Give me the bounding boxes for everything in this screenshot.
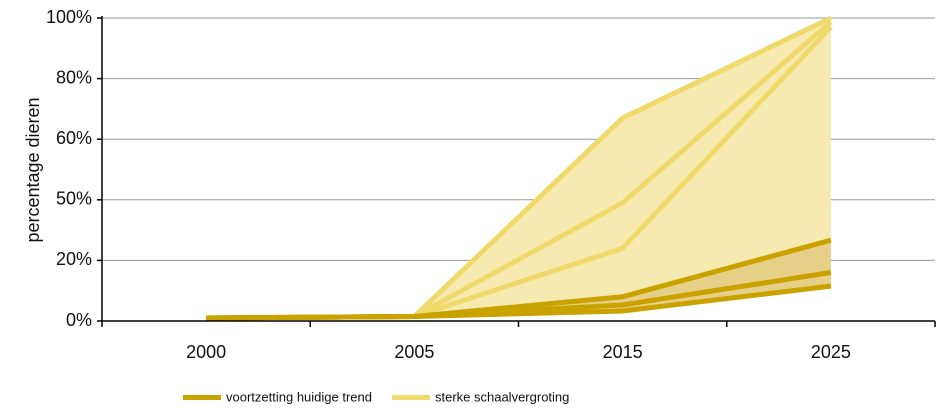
- legend-swatch: [391, 395, 430, 400]
- y-tick-label: 50%: [56, 189, 92, 209]
- series-line: [206, 283, 832, 321]
- y-tick-label: 20%: [56, 249, 92, 269]
- y-tick-label: 100%: [46, 7, 92, 27]
- legend-label: sterke schaalvergroting: [435, 389, 569, 404]
- legend-swatch: [183, 395, 221, 400]
- y-tick-label: 60%: [56, 128, 92, 148]
- legend: voortzetting huidige trend sterke schaalv…: [183, 389, 569, 404]
- y-tick-label: 80%: [56, 67, 92, 87]
- y-tick-label: 0%: [66, 310, 92, 330]
- x-tick-label: 2025: [811, 342, 851, 362]
- x-tick-label: 2015: [603, 342, 643, 362]
- x-tick-label: 2005: [394, 342, 434, 362]
- legend-label: voortzetting huidige trend: [226, 389, 372, 404]
- y-axis-label: percentage dieren: [23, 97, 43, 242]
- x-tick-label: 2000: [186, 342, 226, 362]
